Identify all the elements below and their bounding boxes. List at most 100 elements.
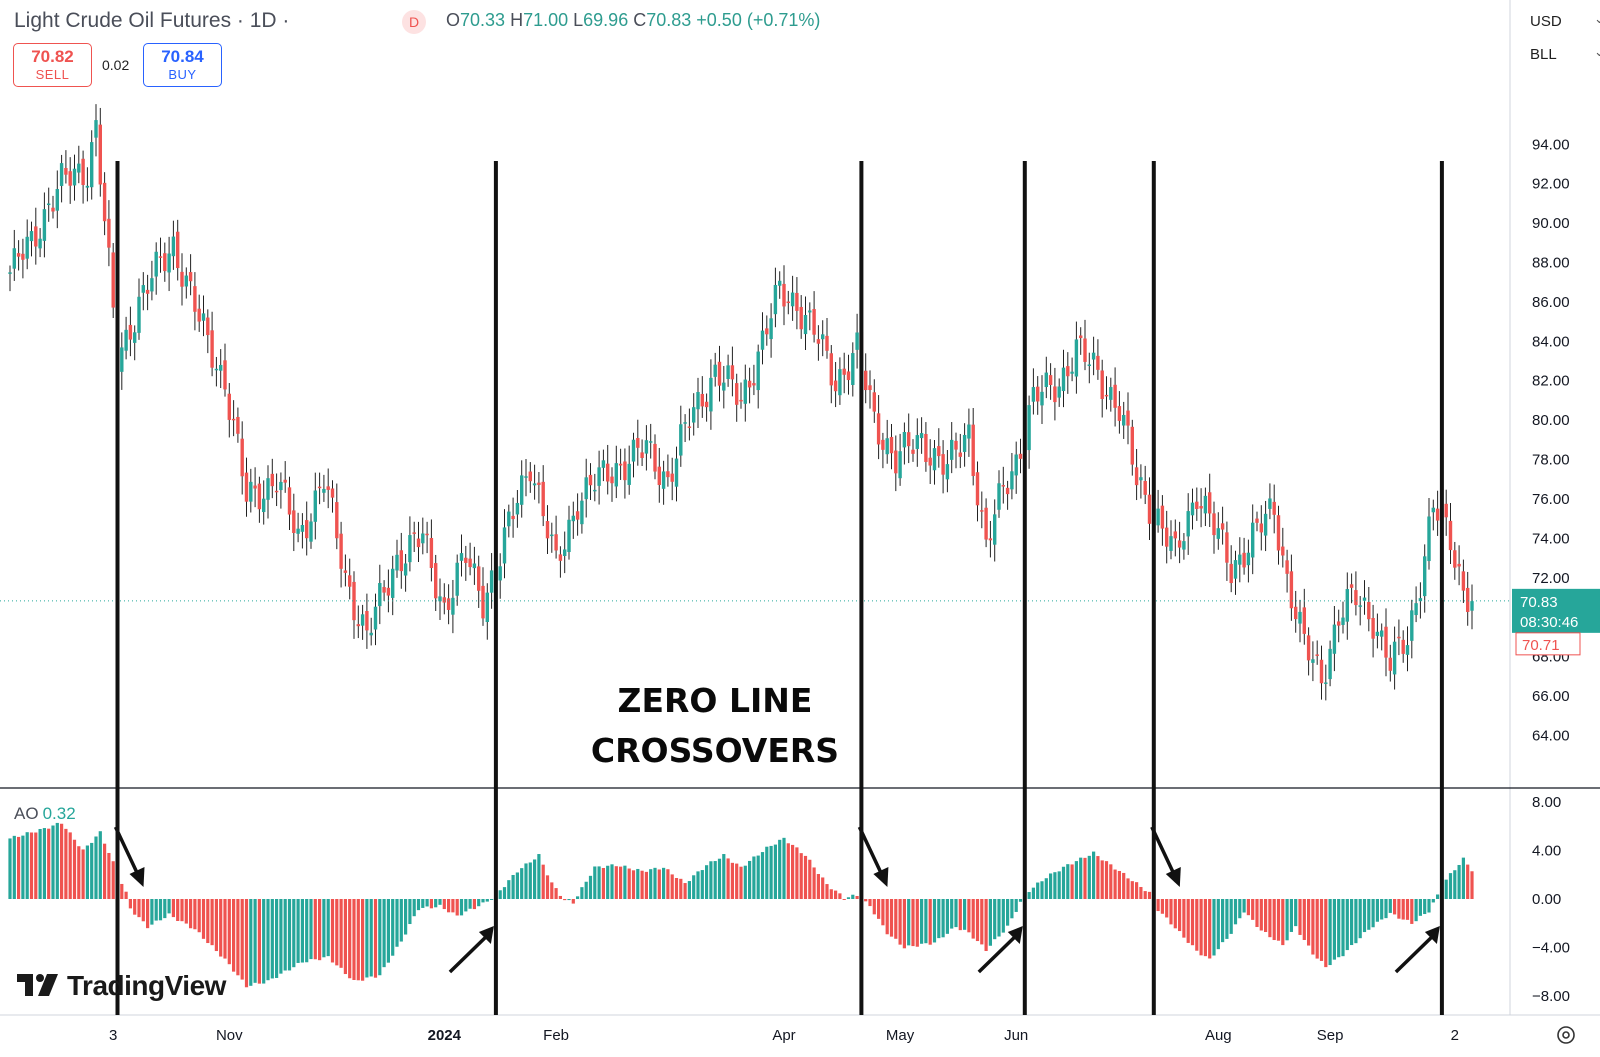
crossover-arrowhead	[873, 867, 889, 887]
candle-body	[369, 632, 373, 636]
ao-bar	[1143, 891, 1147, 899]
ao-bar	[988, 899, 992, 946]
candle-body	[90, 142, 94, 188]
ao-bar	[72, 839, 77, 899]
ao-bar	[416, 899, 421, 911]
ao-bar	[249, 899, 253, 986]
ao-bar	[619, 866, 623, 899]
candle-body	[403, 563, 408, 576]
ao-bar	[834, 890, 838, 899]
annotation-line-2: CROSSOVERS	[590, 731, 840, 770]
data-delay-badge[interactable]: D	[402, 10, 426, 34]
high-label: H	[510, 10, 524, 30]
ao-bar	[266, 899, 270, 981]
candle-body	[1285, 560, 1289, 574]
candle-body	[1294, 606, 1298, 620]
candle-body	[567, 519, 571, 553]
candle-body	[464, 557, 468, 563]
ao-bar	[283, 899, 287, 971]
candle-body	[1203, 495, 1208, 514]
ao-bar	[1311, 899, 1315, 955]
ao-bar	[1414, 899, 1418, 922]
open-value: 70.33	[460, 10, 506, 30]
candle-body	[829, 353, 833, 386]
candle-body	[928, 457, 932, 466]
candle-body	[765, 328, 769, 335]
candle-body	[352, 581, 356, 621]
ao-bar	[662, 867, 666, 899]
ao-bar	[1466, 864, 1470, 899]
candle-body	[1070, 371, 1074, 374]
time-axis-tick-label: 2	[1451, 1027, 1459, 1044]
candle-body	[1216, 528, 1220, 539]
sell-button[interactable]: 70.82 SELL	[13, 43, 92, 87]
tradingview-logo-icon	[17, 974, 58, 996]
buy-price: 70.84	[161, 47, 204, 66]
ao-bar	[1242, 899, 1246, 913]
ao-bar	[459, 899, 464, 916]
ao-bar	[257, 899, 261, 984]
candle-body	[554, 534, 558, 551]
ao-bar	[606, 865, 610, 899]
candle-body	[838, 369, 842, 396]
ao-bar	[679, 878, 683, 899]
candle-body	[507, 511, 511, 527]
ao-bar	[498, 890, 502, 899]
ao-bar	[1018, 899, 1023, 902]
ao-bar	[1225, 899, 1229, 939]
candle-body	[1418, 598, 1423, 602]
ao-bar	[545, 875, 550, 899]
candle-body	[1087, 364, 1091, 366]
ao-bar	[1199, 899, 1203, 956]
candle-body	[1263, 513, 1268, 536]
ao-bar	[472, 899, 476, 910]
ao-bar	[322, 899, 326, 958]
ao-bar	[997, 899, 1001, 937]
candle-body	[1414, 603, 1418, 616]
price-axis-tick-label: 72.00	[1532, 570, 1570, 587]
ao-bar	[335, 899, 339, 966]
ao-bar	[236, 899, 240, 976]
candle-body	[1375, 631, 1380, 636]
unit-selector[interactable]: BLL ⌄	[1530, 44, 1600, 63]
ao-legend[interactable]: AO 0.32	[14, 804, 76, 824]
candle-body	[528, 471, 532, 482]
candle-body	[330, 488, 335, 498]
symbol-title[interactable]: Light Crude Oil Futures · 1D ·	[14, 9, 290, 32]
candle-body	[520, 475, 524, 505]
candle-body	[1435, 508, 1440, 521]
ao-bar	[928, 899, 932, 945]
candle-body	[623, 461, 627, 481]
ao-bar	[197, 899, 201, 933]
candle-body	[12, 248, 16, 269]
gear-icon[interactable]	[1555, 1024, 1577, 1046]
buy-button[interactable]: 70.84 BUY	[143, 43, 222, 87]
candle-body	[1246, 552, 1251, 566]
candle-body	[1053, 386, 1057, 403]
crossover-arrowhead	[478, 926, 494, 944]
currency-selector[interactable]: USD ⌄	[1530, 11, 1600, 30]
candle-body	[1010, 471, 1014, 490]
candle-body	[231, 418, 236, 421]
candle-body	[313, 490, 317, 522]
ao-bar	[1405, 899, 1410, 920]
candle-body	[348, 575, 352, 587]
high-value: 71.00	[523, 10, 569, 30]
candle-body	[1332, 624, 1337, 654]
candle-body	[201, 313, 206, 321]
ao-bar	[343, 899, 347, 975]
candle-body	[150, 278, 154, 292]
ao-bar	[1092, 851, 1096, 899]
ao-bar	[1070, 864, 1074, 899]
crossover-arrowhead	[129, 867, 145, 887]
candle-body	[756, 351, 760, 391]
candle-body	[1165, 527, 1169, 547]
ao-bar	[227, 899, 231, 965]
ao-bar	[287, 899, 292, 971]
ao-bar	[1255, 899, 1259, 928]
crossover-arrow	[977, 933, 1019, 974]
candle-body	[683, 422, 687, 424]
candle-body	[21, 253, 25, 260]
ao-bar	[1470, 871, 1474, 899]
